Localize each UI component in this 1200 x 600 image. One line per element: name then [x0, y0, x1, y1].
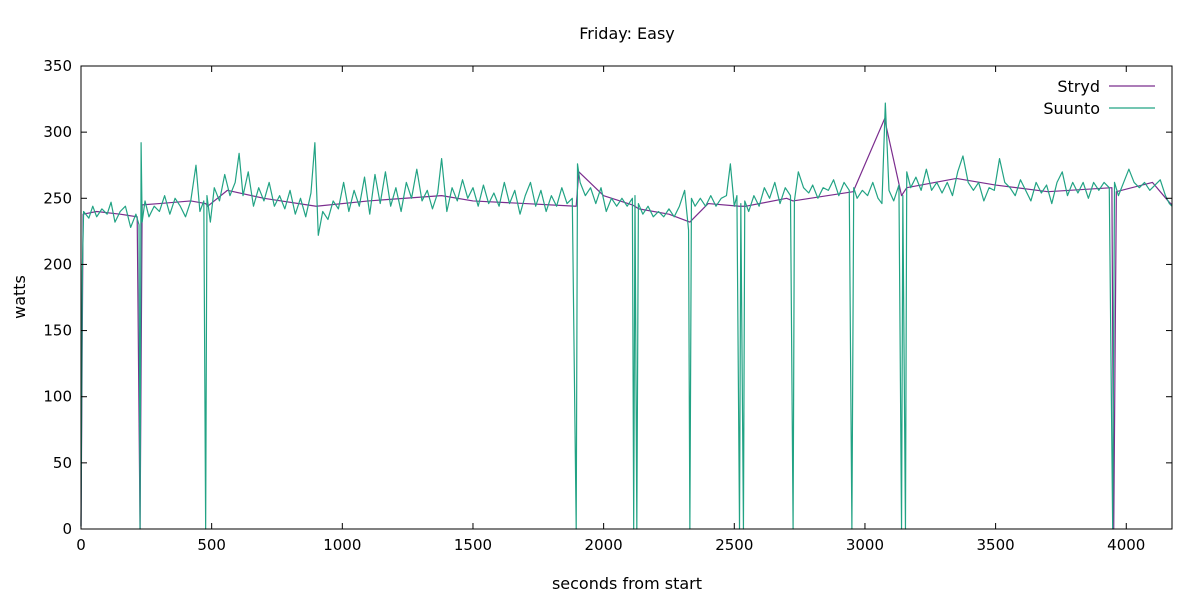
x-tick-label: 0 [76, 536, 86, 554]
y-tick-label: 0 [62, 520, 72, 538]
y-axis-label: watts [10, 275, 29, 319]
series-line-stryd [80, 118, 1173, 530]
x-tick-label: 500 [197, 536, 226, 554]
x-tick-label: 2500 [715, 536, 753, 554]
x-tick-label: 1500 [454, 536, 492, 554]
y-tick-label: 350 [43, 57, 72, 75]
y-axis: 0 50 100 150 200 250 300 350 [43, 57, 1172, 538]
y-tick-label: 150 [43, 322, 72, 340]
plot-frame [80, 65, 1173, 530]
y-tick-label: 50 [53, 454, 72, 472]
y-tick-label: 200 [43, 255, 72, 273]
chart-title: Friday: Easy [579, 24, 675, 43]
y-tick-label: 250 [43, 189, 72, 207]
x-tick-label: 3000 [846, 536, 884, 554]
x-axis: 0 500 1000 1500 2000 2500 3000 3500 4000 [76, 66, 1145, 554]
y-tick-label: 100 [43, 388, 72, 406]
x-axis-label: seconds from start [552, 574, 702, 593]
x-tick-label: 3500 [977, 536, 1015, 554]
series-layer [80, 102, 1173, 530]
legend-label-stryd: Stryd [1057, 77, 1100, 96]
series-line-suunto [80, 102, 1173, 530]
x-tick-label: 2000 [585, 536, 623, 554]
legend-label-suunto: Suunto [1043, 99, 1100, 118]
y-tick-label: 300 [43, 123, 72, 141]
x-tick-label: 4000 [1107, 536, 1145, 554]
x-tick-label: 1000 [323, 536, 361, 554]
legend: Stryd Suunto [1043, 77, 1155, 118]
